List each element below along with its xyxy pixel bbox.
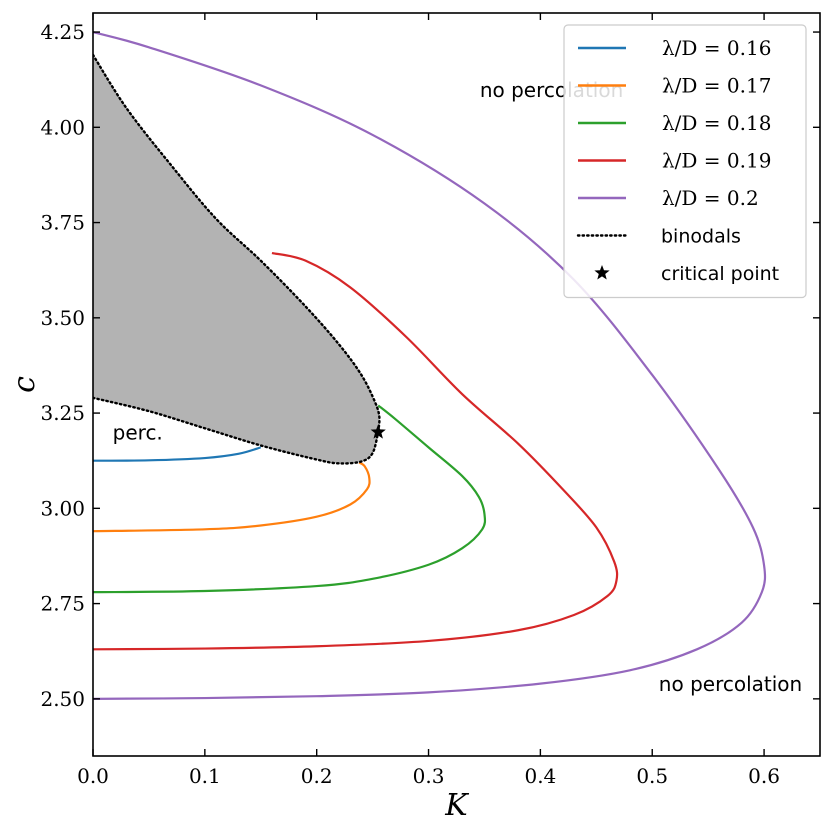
critical-point-marker: [370, 424, 386, 439]
legend-box: [563, 24, 807, 299]
y-tick-label-0: 2.50: [40, 687, 85, 711]
legend-swatch-6: [594, 265, 610, 280]
y-tick-label-1: 2.75: [40, 592, 85, 616]
x-tick-label-5: 0.5: [636, 764, 668, 788]
x-tick-label-6: 0.6: [748, 764, 780, 788]
series-line-0: [93, 446, 262, 462]
y-tick-label-6: 4.00: [40, 115, 85, 139]
x-tick-label-4: 0.4: [524, 764, 556, 788]
region-annotation-2: perc.: [113, 421, 163, 445]
series-line-4: [93, 30, 767, 700]
x-tick-label-0: 0.0: [77, 764, 109, 788]
legend-label-6: critical point: [661, 263, 779, 285]
series-line-3: [93, 251, 619, 651]
legend-label-1: λ/D = 0.17: [662, 74, 771, 98]
series-line-1: [93, 461, 371, 533]
plot-frame: [92, 12, 821, 757]
region-annotation-1: no percolation: [659, 672, 802, 696]
legend-label-3: λ/D = 0.19: [662, 149, 771, 173]
y-axis-label: c: [7, 376, 42, 393]
series-line-2: [93, 404, 487, 594]
legend-label-5: binodals: [661, 226, 741, 248]
binodal-upper-line: [93, 53, 381, 434]
x-axis-label: K: [444, 788, 469, 823]
x-tick-label-3: 0.3: [413, 764, 445, 788]
x-tick-label-1: 0.1: [189, 764, 221, 788]
y-tick-label-2: 3.00: [40, 496, 85, 520]
legend-label-0: λ/D = 0.16: [662, 36, 771, 60]
legend-label-2: λ/D = 0.18: [662, 111, 771, 135]
legend-label-4: λ/D = 0.2: [662, 186, 759, 210]
binodal-lower-line: [93, 396, 380, 465]
y-tick-label-7: 4.25: [40, 20, 85, 44]
y-tick-label-4: 3.50: [40, 306, 85, 330]
coexistence-region: [93, 54, 380, 464]
x-tick-label-2: 0.2: [301, 764, 333, 788]
y-tick-label-5: 3.75: [40, 211, 85, 235]
y-tick-label-3: 3.25: [40, 401, 85, 425]
